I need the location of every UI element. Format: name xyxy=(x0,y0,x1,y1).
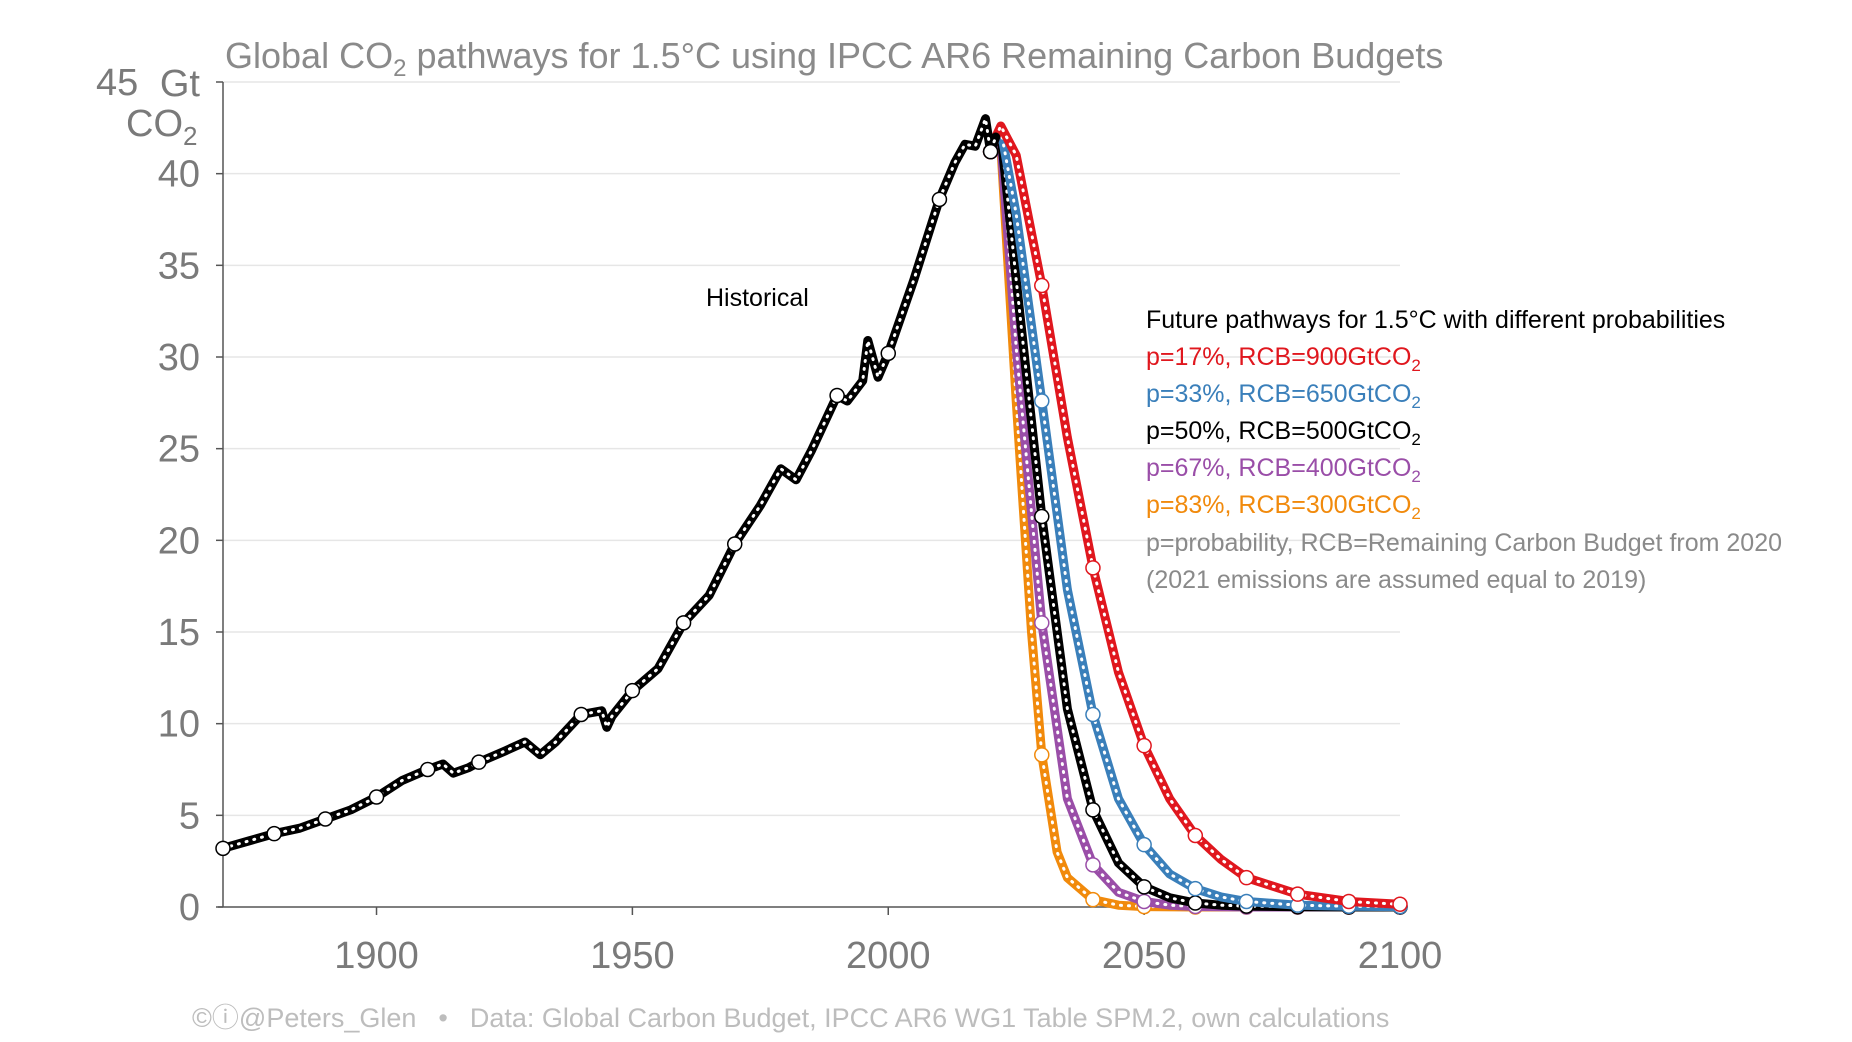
point-p17-2060 xyxy=(1187,827,1204,844)
point-p67-2040 xyxy=(1085,857,1101,873)
y-tick-label-25: 25 xyxy=(158,429,200,471)
legend-entry-p67-text: p=67%, RCB=400GtCO xyxy=(1146,454,1411,482)
y-tick-labels: 0 5 10 15 20 25 30 35 40 45 xyxy=(96,62,223,929)
point-historical-1900 xyxy=(368,789,385,805)
chart-title-pre: Global CO xyxy=(225,35,393,76)
legend-entry-p17-sub: 2 xyxy=(1411,356,1420,375)
point-historical-1960 xyxy=(675,615,692,631)
series-lines xyxy=(215,112,1408,915)
footer: ©ⓘ@Peters_Glen • Data: Global Carbon Budge… xyxy=(192,1003,1389,1033)
x-tick-label-1900: 1900 xyxy=(334,935,419,977)
point-p17-2080 xyxy=(1289,886,1306,902)
point-historical-2010 xyxy=(931,191,948,208)
chart-title-post: pathways for 1.5°C using IPCC AR6 Remain… xyxy=(406,35,1443,76)
legend-entry-p17-text: p=17%, RCB=900GtCO xyxy=(1146,343,1411,371)
footer-author: @Peters_Glen xyxy=(239,1003,417,1033)
x-tick-label-2100: 2100 xyxy=(1358,935,1443,977)
legend-entry-p67-sub: 2 xyxy=(1411,467,1420,486)
x-tick-labels: 1900 1950 2000 2050 2100 xyxy=(334,907,1442,977)
y-tick-label-5: 5 xyxy=(179,795,200,837)
legend-entry-p67: p=67%, RCB=400GtCO2 xyxy=(1146,454,1421,486)
y-tick-label-0: 0 xyxy=(179,887,200,929)
chart-title-sub: 2 xyxy=(393,55,406,82)
point-historical-1940 xyxy=(573,706,589,723)
point-historical-1910 xyxy=(419,761,436,778)
y-tick-label-40: 40 xyxy=(158,154,200,196)
y-tick-label-15: 15 xyxy=(158,612,200,654)
point-p17-2090 xyxy=(1341,893,1357,910)
point-historical-1870 xyxy=(215,840,231,857)
point-p50-2050 xyxy=(1136,879,1152,895)
series-dots-historical xyxy=(221,112,998,850)
point-p33-2070 xyxy=(1238,893,1255,910)
point-p33-2050 xyxy=(1136,836,1152,853)
point-historical-2000 xyxy=(880,345,897,362)
y-tick-label-30: 30 xyxy=(158,337,200,379)
point-p67-2030 xyxy=(1034,615,1050,631)
series-dots-p33 xyxy=(989,125,1402,909)
series-line-p83 xyxy=(986,132,1405,912)
x-tick-label-2050: 2050 xyxy=(1102,935,1187,977)
point-p17-2030 xyxy=(1034,277,1050,294)
chart-title: Global CO2 pathways for 1.5°C using IPCC… xyxy=(225,35,1443,82)
legend-entry-p83: p=83%, RCB=300GtCO2 xyxy=(1146,491,1421,523)
license-icons: ©ⓘ xyxy=(192,1003,239,1033)
point-p17-2070 xyxy=(1238,869,1255,886)
point-p83-2030 xyxy=(1034,747,1050,763)
y-tick-label-10: 10 xyxy=(158,704,200,746)
point-historical-1990 xyxy=(829,387,845,404)
point-historical-1950 xyxy=(624,682,641,699)
legend-entry-p83-text: p=83%, RCB=300GtCO xyxy=(1146,491,1411,519)
legend-entry-p50: p=50%, RCB=500GtCO2 xyxy=(1146,417,1421,449)
point-p67-2050 xyxy=(1136,893,1152,910)
point-p50-2030 xyxy=(1034,508,1050,525)
historical-label: Historical xyxy=(706,284,809,312)
y-axis-gas-main: CO xyxy=(126,103,183,145)
point-p17-2040 xyxy=(1085,560,1101,576)
y-tick-label-45: 45 xyxy=(96,62,138,104)
point-historical-1890 xyxy=(317,811,334,827)
point-p17-2050 xyxy=(1136,737,1152,754)
legend-heading: Future pathways for 1.5°C with different… xyxy=(1146,306,1725,334)
point-historical-1920 xyxy=(471,754,487,770)
legend-entry-p50-text: p=50%, RCB=500GtCO xyxy=(1146,417,1411,445)
x-tick-label-1950: 1950 xyxy=(590,935,675,977)
point-p50-2060 xyxy=(1187,895,1204,911)
footer-bullet: • xyxy=(438,1003,447,1033)
series-historical xyxy=(215,112,1001,857)
point-p33-2060 xyxy=(1187,880,1204,897)
series-dots-p17 xyxy=(989,122,1402,906)
point-historical-1970 xyxy=(726,536,743,552)
legend-entry-p83-sub: 2 xyxy=(1411,504,1420,523)
x-tick-label-2000: 2000 xyxy=(846,935,931,977)
legend-note-probability: p=probability, RCB=Remaining Carbon Budg… xyxy=(1146,529,1782,557)
y-axis-gas: CO2 xyxy=(126,103,197,151)
footer-source: Data: Global Carbon Budget, IPCC AR6 WG1… xyxy=(470,1003,1389,1033)
legend-entry-p33: p=33%, RCB=650GtCO2 xyxy=(1146,380,1421,412)
y-axis-unit: Gt xyxy=(160,63,201,105)
point-p33-2040 xyxy=(1085,706,1101,723)
y-tick-label-35: 35 xyxy=(158,245,200,287)
series-line-historical xyxy=(218,114,1001,853)
point-p83-2040 xyxy=(1085,891,1101,908)
legend-note-2021: (2021 emissions are assumed equal to 201… xyxy=(1146,566,1646,594)
legend: Future pathways for 1.5°C with different… xyxy=(1146,306,1782,594)
y-tick-label-20: 20 xyxy=(158,520,200,562)
y-axis-gas-sub: 2 xyxy=(183,121,197,151)
point-p17-2100 xyxy=(1392,896,1408,912)
point-historical-1880 xyxy=(266,825,282,842)
point-historical-2020 xyxy=(982,143,999,160)
point-p50-2040 xyxy=(1085,802,1101,818)
point-p33-2030 xyxy=(1034,393,1050,409)
legend-entry-p33-text: p=33%, RCB=650GtCO xyxy=(1146,380,1411,408)
legend-entry-p17: p=17%, RCB=900GtCO2 xyxy=(1146,343,1421,375)
legend-entry-p33-sub: 2 xyxy=(1411,393,1420,412)
legend-entry-p50-sub: 2 xyxy=(1411,430,1420,449)
